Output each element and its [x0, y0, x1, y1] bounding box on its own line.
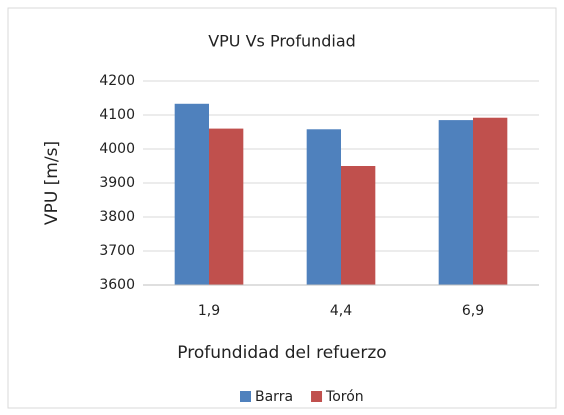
legend-swatch	[311, 391, 323, 402]
bar	[209, 128, 244, 285]
y-tick-label: 4200	[99, 73, 135, 89]
legend-label: Torón	[325, 389, 364, 405]
legend-swatch	[240, 391, 251, 402]
y-tick-label: 3800	[99, 209, 135, 225]
y-tick-label: 4100	[99, 107, 135, 123]
y-tick-label: 3600	[99, 277, 135, 293]
x-tick-label: 6,9	[462, 303, 484, 319]
bar	[438, 120, 473, 285]
x-tick-label: 4,4	[330, 303, 352, 319]
bar	[306, 129, 341, 285]
y-axis-title: VPU [m/s]	[42, 141, 62, 225]
bar	[174, 103, 209, 285]
bar	[473, 117, 508, 285]
chart-title: VPU Vs Profundiad	[208, 32, 356, 51]
x-tick-label: 1,9	[198, 303, 220, 319]
y-tick-label: 3900	[99, 175, 135, 191]
bar	[341, 166, 376, 285]
legend-label: Barra	[255, 389, 293, 405]
x-axis-title: Profundidad del refuerzo	[177, 343, 386, 363]
y-tick-label: 4000	[99, 141, 135, 157]
y-tick-label: 3700	[99, 243, 135, 259]
